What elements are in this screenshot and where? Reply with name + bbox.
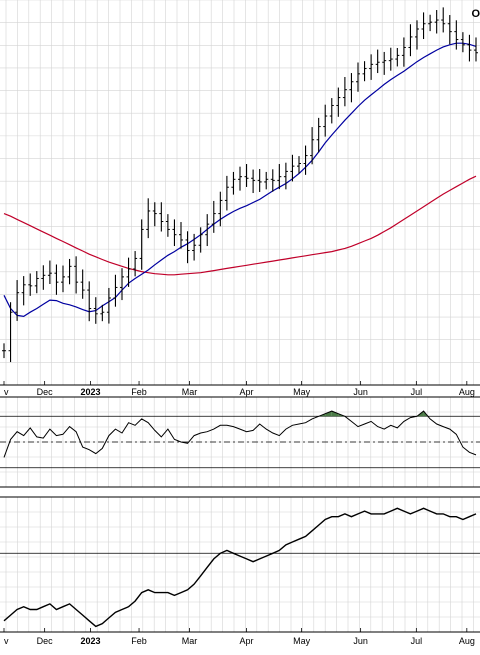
oscillator-line (3, 410, 477, 458)
x-axis-label: Feb (131, 387, 147, 397)
x-axis-label: Feb (131, 636, 147, 646)
x-axis-label: Apr (240, 636, 254, 646)
x-axis-label: v (4, 387, 9, 397)
x-axis-label: Dec (37, 636, 54, 646)
x-axis-label: Jun (353, 387, 368, 397)
x-axis-label: Jul (411, 387, 423, 397)
ma-short-line (3, 42, 477, 318)
panel-frames (0, 384, 480, 633)
ma-long-line (3, 175, 477, 276)
x-axis-label: Mar (182, 387, 198, 397)
x-axis-label: Apr (240, 387, 254, 397)
x-axis-label: Jul (411, 636, 423, 646)
x-axis-label: May (293, 636, 311, 646)
x-axis-label: Mar (182, 636, 198, 646)
x-axis-label: May (293, 387, 311, 397)
x-axis-label: Aug (459, 387, 475, 397)
x-axis-label: Dec (37, 387, 54, 397)
x-axis-label: v (4, 636, 9, 646)
x-axis-label: Jun (353, 636, 368, 646)
x-axis-label: 2023 (81, 387, 101, 397)
relative-strength-line (3, 507, 477, 628)
marks-layer (0, 7, 480, 628)
x-axis-label: 2023 (81, 636, 101, 646)
x-axis-label: Aug (459, 636, 475, 646)
osc-overbought-fill (325, 411, 332, 417)
corner-label: O (471, 8, 480, 20)
labels-layer: v Dec 2023 Feb Mar Apr May Jun Jul Aug v Dec 2023 Feb… (3, 381, 475, 646)
grid-layer (0, 0, 480, 633)
osc-overbought-fill (331, 411, 339, 417)
